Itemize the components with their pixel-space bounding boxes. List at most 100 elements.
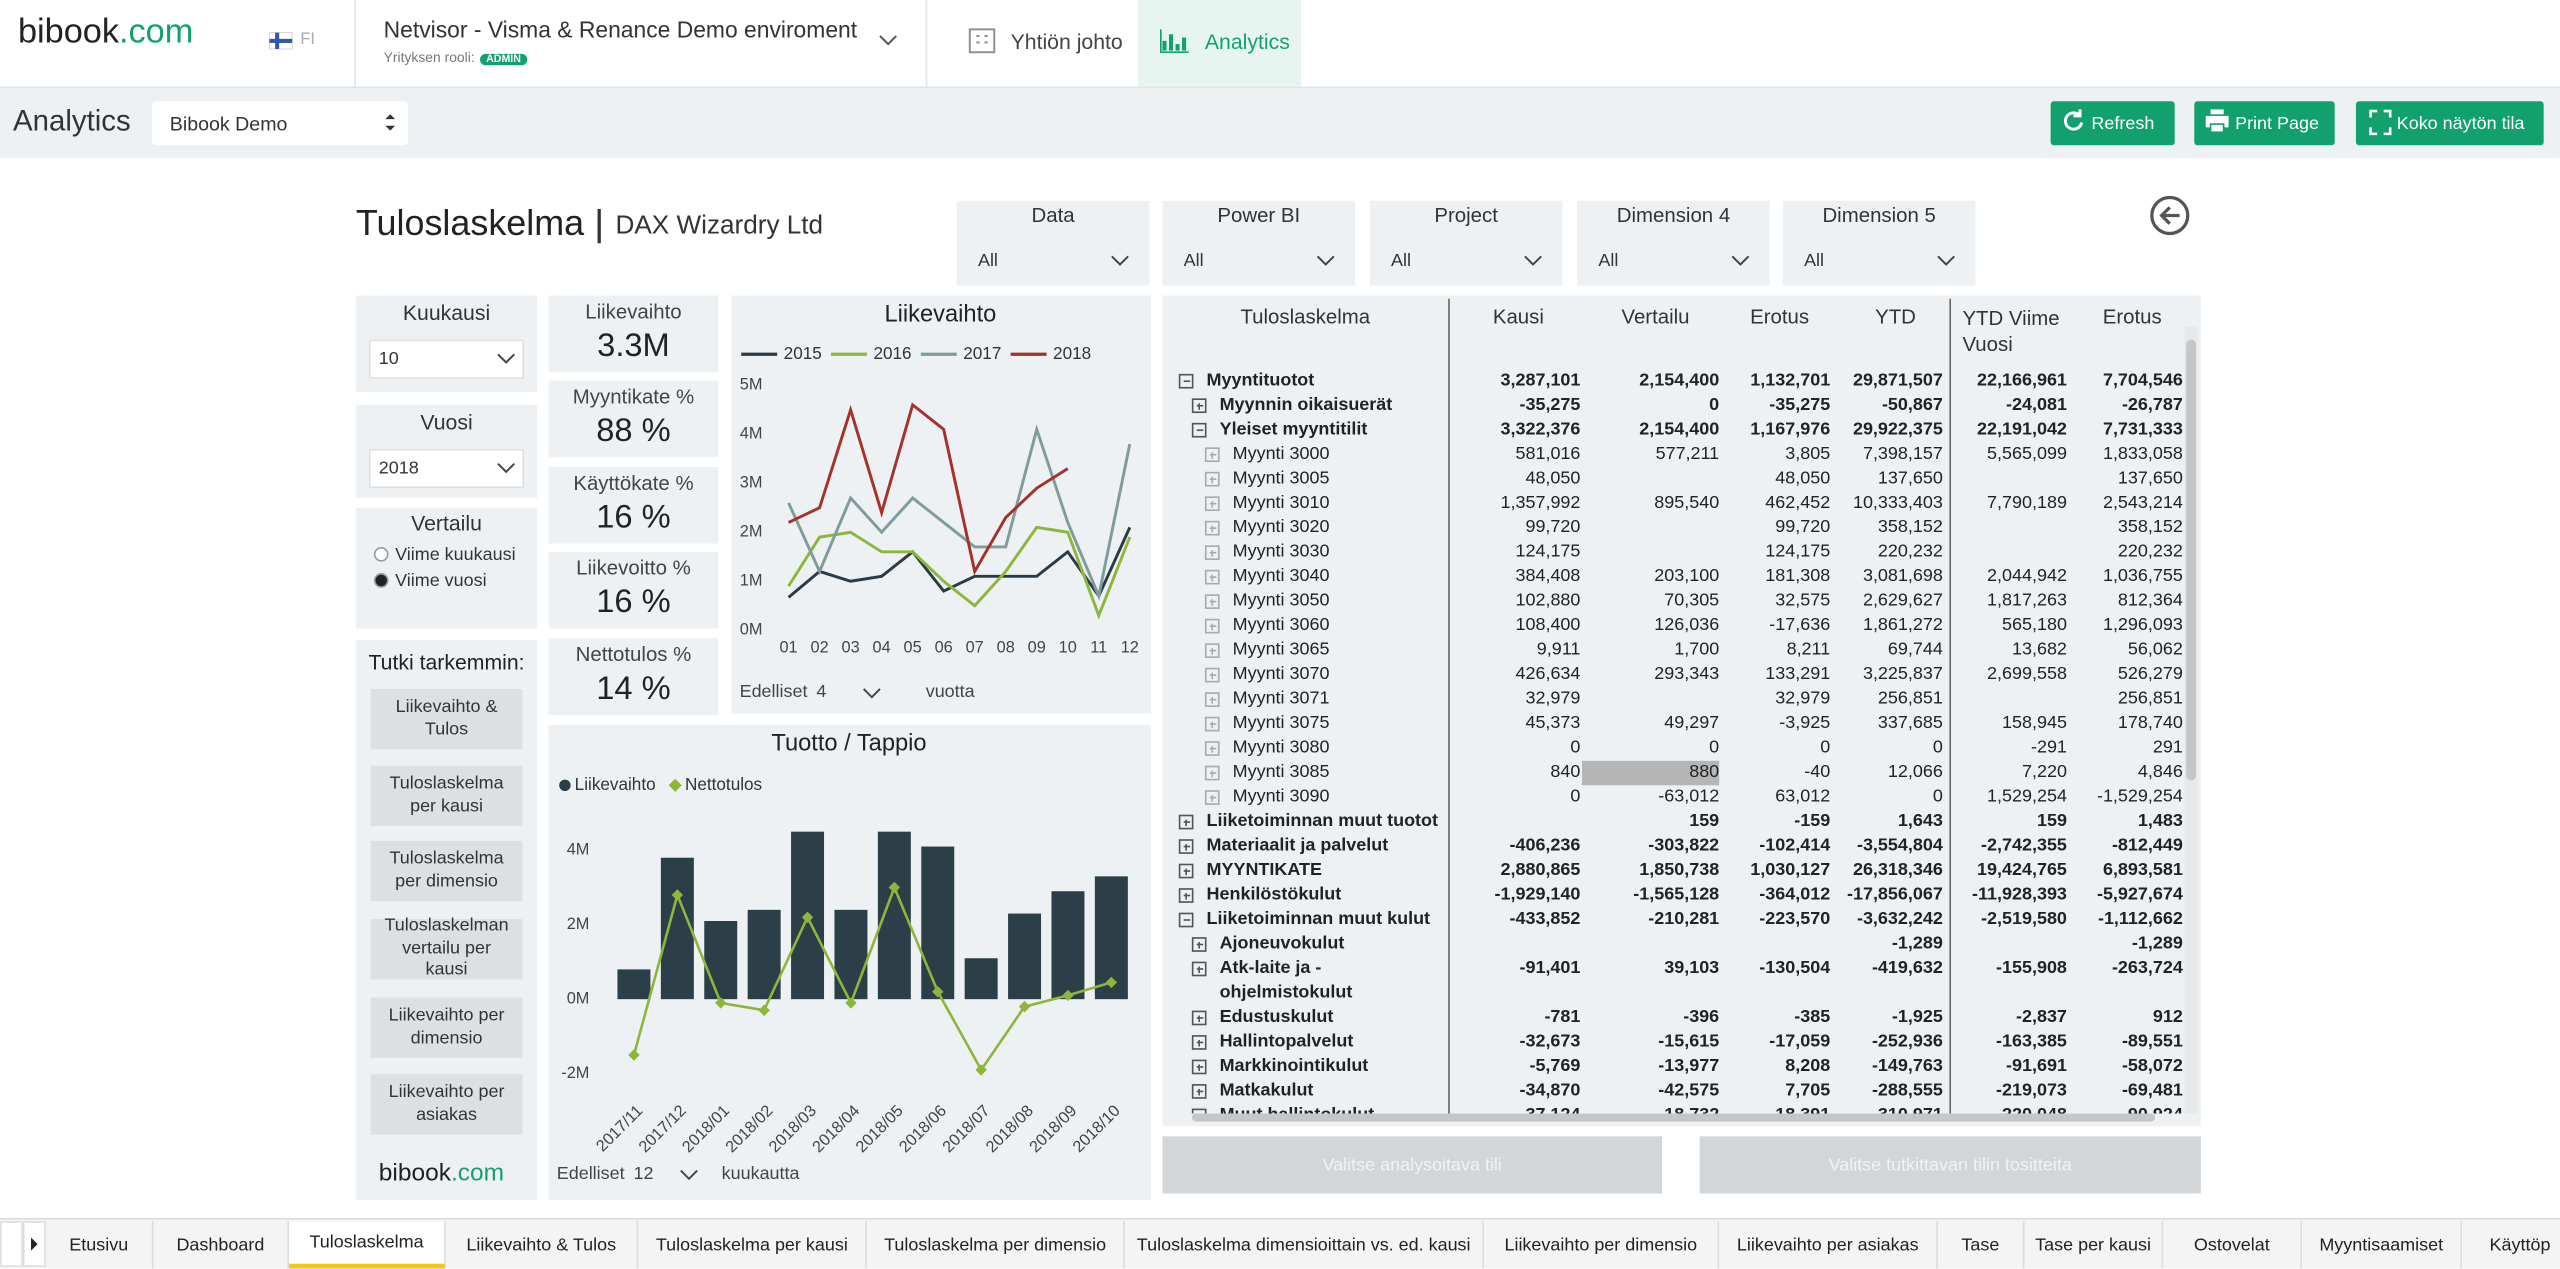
expand-icon[interactable] [1205,643,1220,658]
expand-icon[interactable] [1205,472,1220,487]
tab[interactable]: Dashboard [153,1221,289,1268]
expand-icon[interactable] [1205,447,1220,462]
tab[interactable]: Tase [1938,1221,2025,1268]
expand-icon[interactable] [1192,423,1207,438]
filter-label: Dimension 5 [1783,204,1976,227]
radio[interactable] [374,573,389,588]
tab[interactable]: Tuloslaskelma [289,1221,446,1268]
dropdown[interactable]: 10 [369,340,524,379]
cell: -406,236 [1433,834,1580,858]
column-header: YTD [1848,305,1943,328]
expand-icon[interactable] [1205,594,1220,609]
expand-icon[interactable] [1179,815,1194,830]
tab[interactable]: Käyttöp [2462,1221,2560,1268]
explore-button[interactable]: Liikevaihto per asiakas [371,1074,523,1134]
tab[interactable]: Liikevaihto per dimensio [1484,1221,1719,1268]
column-header: Vertailu [1600,305,1711,328]
filter[interactable]: Dimension 5All [1783,201,1976,286]
row-label: Liiketoiminnan muut kulut [1207,908,1430,932]
tab-nav[interactable] [23,1221,46,1267]
toolbar-button[interactable]: Print Page [2194,101,2334,145]
expand-icon[interactable] [1179,864,1194,879]
expand-icon[interactable] [1205,521,1220,536]
back-button [2152,198,2188,234]
slicer-label: Vuosi [356,410,537,434]
expand-icon[interactable] [1179,374,1194,389]
icon-bar [1211,770,1213,777]
filter[interactable]: DataAll [957,201,1150,286]
expand-icon[interactable] [1179,888,1194,903]
expand-icon[interactable] [1192,1011,1207,1026]
expand-icon[interactable] [1179,913,1194,928]
tab-label: Tase [1961,1235,1999,1255]
cell: 426,634 [1433,663,1580,687]
toolbar-button[interactable]: Refresh [2051,101,2175,145]
filter[interactable]: ProjectAll [1370,201,1563,286]
tab[interactable]: Liikevaihto & Tulos [446,1221,639,1268]
scrollbar-thumb[interactable] [2186,340,2196,781]
expand-icon[interactable] [1192,398,1207,413]
expand-icon[interactable] [1192,962,1207,977]
control-value[interactable]: 12 [633,1164,653,1184]
expand-icon[interactable] [1192,1084,1207,1099]
select[interactable]: Bibook Demo [152,101,408,145]
icon-bar [1211,598,1213,605]
expand-icon[interactable] [1205,692,1220,707]
tab[interactable]: Etusivu [46,1221,154,1268]
scrollbar-thumb[interactable] [1192,1113,2155,1121]
nav-item[interactable]: Yhtiön johto [1011,29,1123,53]
tab[interactable]: Tase per kausi [2024,1221,2163,1268]
explore-button[interactable]: Tuloslaskelman vertailu per kausi [371,919,523,979]
kpi-card: Käyttökate %16 % [549,467,719,544]
filter[interactable]: Power BIAll [1162,201,1355,286]
explore-button[interactable]: Tuloslaskelma per dimensio [371,841,523,901]
tab[interactable]: Myyntisaamiset [2302,1221,2462,1268]
action-button[interactable]: Valitse tutkittavan tilin tositteita [1700,1136,2201,1193]
column-header: YTD Viime Vuosi [1962,305,2080,357]
filter[interactable]: Dimension 4All [1577,201,1770,286]
tab-nav[interactable] [0,1221,23,1267]
filter-label: Project [1370,204,1563,227]
expand-icon[interactable] [1192,937,1207,952]
toolbar-button[interactable]: Koko näytön tila [2356,101,2544,145]
role: Yrityksen rooli:ADMIN [384,49,528,65]
expand-icon[interactable] [1205,545,1220,560]
tab[interactable]: Tuloslaskelma dimensioittain vs. ed. kau… [1125,1221,1484,1268]
organization[interactable]: Netvisor - Visma & Renance Demo envirome… [384,16,857,42]
expand-icon[interactable] [1205,741,1220,756]
expand-icon[interactable] [1192,1060,1207,1075]
tab[interactable]: Tuloslaskelma per dimensio [867,1221,1125,1268]
expand-icon[interactable] [1205,619,1220,634]
cell: -263,724 [2036,957,2183,981]
tab[interactable]: Liikevaihto per asiakas [1719,1221,1938,1268]
dropdown[interactable]: 2018 [369,449,524,488]
expand-icon[interactable] [1205,668,1220,683]
expand-icon[interactable] [1205,790,1220,805]
explore-button[interactable]: Tuloslaskelma per kausi [371,766,523,826]
expand-icon[interactable] [1205,496,1220,511]
cell: -91,401 [1433,957,1580,981]
icon-bar [1211,549,1213,556]
expand-icon[interactable] [1205,570,1220,585]
tab-label: Tuloslaskelma per dimensio [884,1235,1106,1255]
icon-bar [1196,429,1203,431]
nav-item[interactable]: Analytics [1205,29,1290,53]
cell: -781 [1433,1006,1580,1030]
expand-icon[interactable] [1205,766,1220,781]
tab[interactable]: Tuloslaskelma per kausi [638,1221,867,1268]
comparison: VertailuViime kuukausiViime vuosi [356,508,537,629]
control-value[interactable]: 4 [816,682,826,702]
expand-icon[interactable] [1192,1035,1207,1050]
language[interactable]: FI [300,31,315,49]
row-label: Myynti 3090 [1233,785,1330,809]
explore-button[interactable]: Liikevaihto per dimensio [371,998,523,1058]
expand-icon[interactable] [1205,717,1220,732]
expand-icon[interactable] [1179,839,1194,854]
row-label: Markkinointikulut [1220,1055,1429,1079]
action-button[interactable]: Valitse analysoitava tili [1162,1136,1662,1193]
explore-button[interactable]: Liikevaihto & Tulos [371,689,523,749]
cell: 581,016 [1433,442,1580,466]
tab[interactable]: Ostovelat [2163,1221,2302,1268]
radio[interactable] [374,547,389,562]
